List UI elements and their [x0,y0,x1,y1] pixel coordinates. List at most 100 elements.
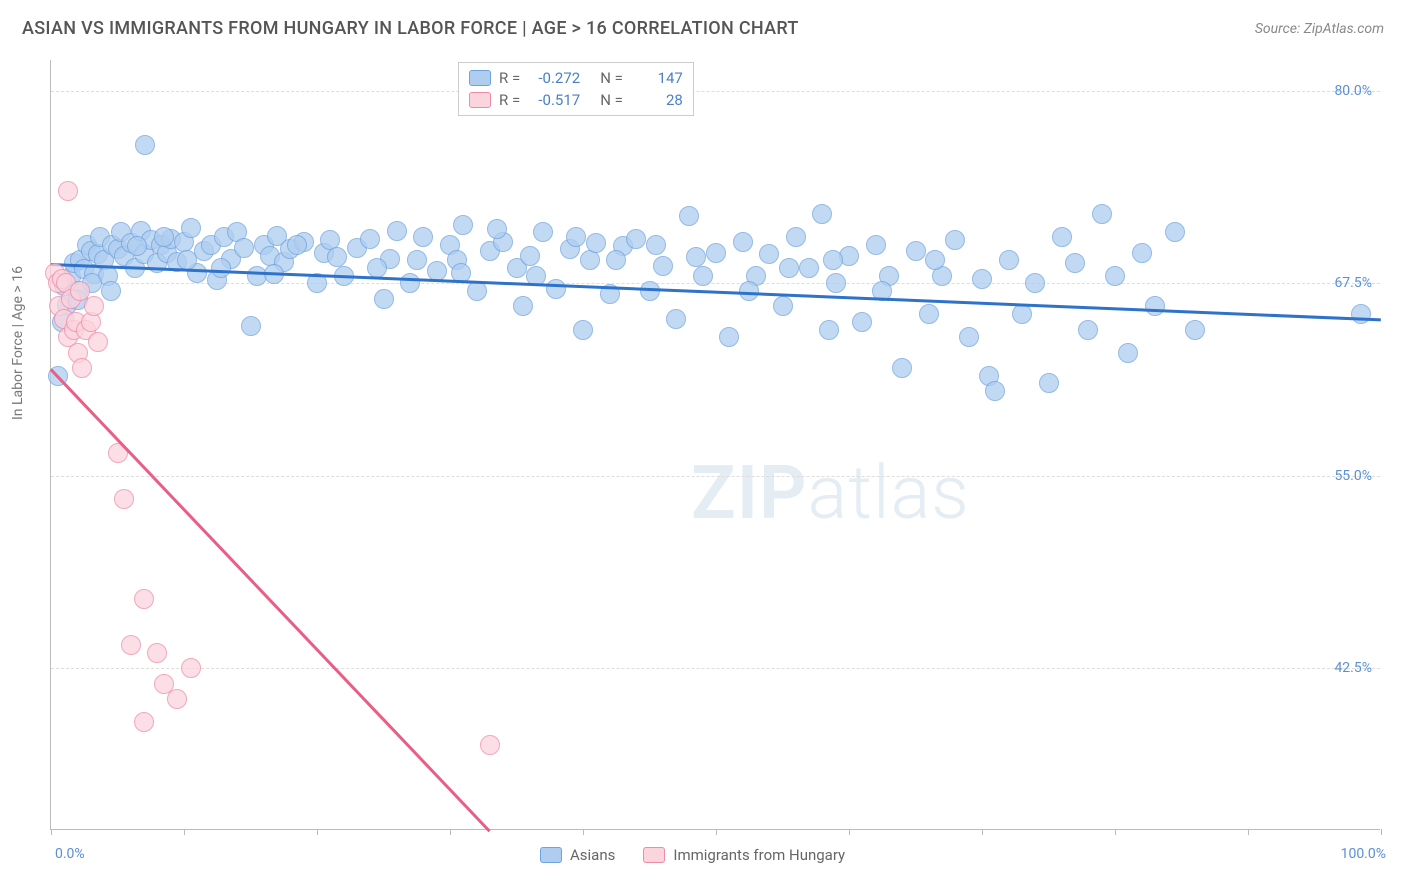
data-point [779,258,799,278]
data-point [892,358,912,378]
data-point [135,135,155,155]
data-point [1039,373,1059,393]
data-point [400,273,420,293]
x-tick-mark [51,829,52,835]
data-point [413,227,433,247]
data-point [467,281,487,301]
r-value: -0.517 [528,91,580,109]
data-point [812,204,832,224]
data-point [866,235,886,255]
data-point [1185,320,1205,340]
data-point [181,218,201,238]
y-tick-label: 42.5% [1334,660,1372,676]
data-point [234,238,254,258]
correlation-legend: R =-0.272N =147R =-0.517N =28 [458,62,694,116]
data-point [733,232,753,252]
gridline-y [51,668,1380,669]
data-point [759,244,779,264]
data-point [167,689,187,709]
data-point [586,233,606,253]
data-point [367,258,387,278]
chart-header: ASIAN VS IMMIGRANTS FROM HUNGARY IN LABO… [22,18,1384,39]
chart-title: ASIAN VS IMMIGRANTS FROM HUNGARY IN LABO… [22,18,799,39]
legend-stat-row: R =-0.517N =28 [469,89,683,111]
n-value: 147 [631,69,683,87]
data-point [287,235,307,255]
data-point [546,279,566,299]
trend-line [50,368,491,832]
data-point [823,250,843,270]
data-point [520,246,540,266]
data-point [945,230,965,250]
data-point [453,215,473,235]
data-point [360,229,380,249]
data-point [407,250,427,270]
data-point [1078,320,1098,340]
data-point [719,327,739,347]
chart-source: Source: ZipAtlas.com [1255,21,1384,37]
r-label: R = [499,69,520,87]
watermark-light: atlas [808,450,970,537]
gridline-y [51,476,1380,477]
data-point [101,281,121,301]
data-point [925,250,945,270]
data-point [906,241,926,261]
data-point [72,358,92,378]
data-point [177,250,197,270]
x-tick-mark [583,829,584,835]
data-point [786,227,806,247]
data-point [573,320,593,340]
data-point [387,221,407,241]
data-point [134,712,154,732]
data-point [799,258,819,278]
data-point [1118,343,1138,363]
legend-swatch [540,847,562,863]
data-point [84,296,104,316]
data-point [181,658,201,678]
trend-line [51,263,1381,321]
watermark-bold: ZIP [691,450,808,537]
data-point [1012,304,1032,324]
y-axis-label: In Labor Force | Age > 16 [10,266,26,420]
data-point [679,206,699,226]
data-point [959,327,979,347]
x-tick-mark [982,829,983,835]
n-label: N = [600,69,623,87]
data-point [1165,222,1185,242]
x-tick-mark [716,829,717,835]
x-tick-mark [1115,829,1116,835]
legend-swatch [643,847,665,863]
data-point [1052,227,1072,247]
x-tick-mark [317,829,318,835]
data-point [653,256,673,276]
data-point [646,235,666,255]
data-point [533,222,553,242]
data-point [566,227,586,247]
watermark: ZIPatlas [691,450,970,537]
data-point [640,281,660,301]
gridline-y [51,91,1380,92]
data-point [58,181,78,201]
data-point [480,735,500,755]
data-point [666,309,686,329]
legend-series-item: Immigrants from Hungary [643,846,845,864]
data-point [121,635,141,655]
data-point [972,269,992,289]
data-point [327,247,347,267]
legend-swatch [469,70,491,86]
x-tick-mark [450,829,451,835]
data-point [686,247,706,267]
data-point [487,219,507,239]
data-point [693,266,713,286]
data-point [154,227,174,247]
data-point [985,381,1005,401]
data-point [852,312,872,332]
data-point [114,489,134,509]
data-point [999,250,1019,270]
x-tick-mark [1248,829,1249,835]
x-axis-label-max: 100.0% [1341,846,1386,862]
data-point [134,589,154,609]
data-point [706,243,726,263]
r-label: R = [499,91,520,109]
data-point [127,236,147,256]
